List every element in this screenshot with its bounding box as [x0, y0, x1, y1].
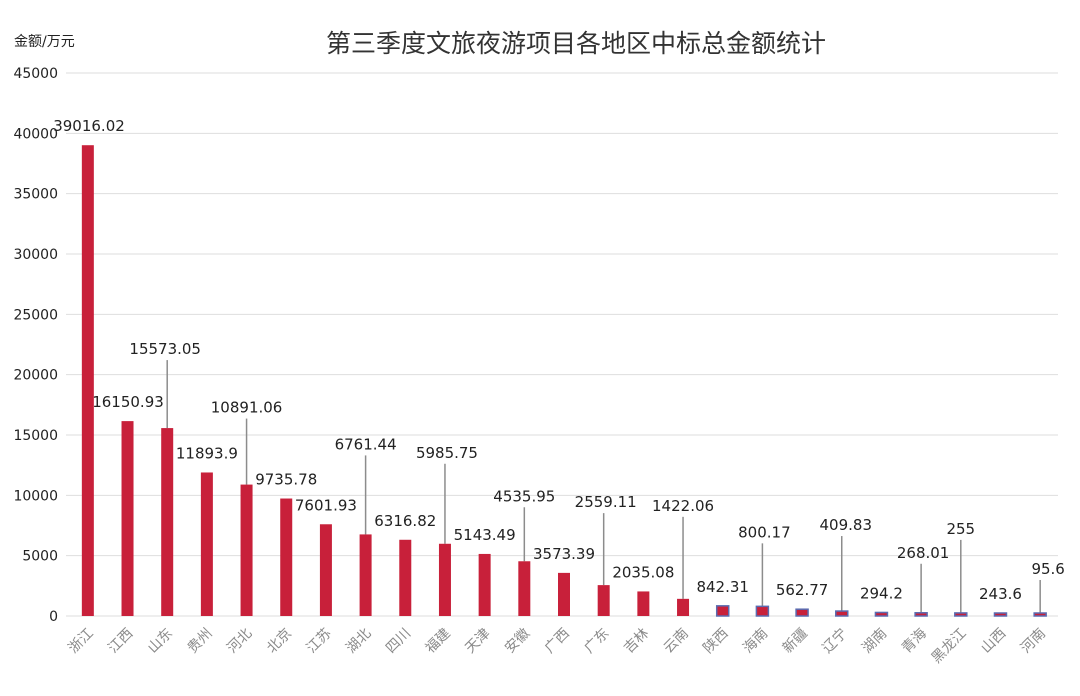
bar-云南	[677, 598, 690, 616]
data-label: 268.01	[897, 544, 950, 562]
x-tick-label: 广东	[581, 626, 612, 657]
x-tick-label: 湖南	[859, 626, 890, 657]
x-tick-label: 安徽	[502, 626, 533, 657]
x-tick-label: 四川	[383, 626, 414, 657]
data-label: 5143.49	[454, 526, 516, 544]
y-tick-label: 15000	[13, 428, 58, 444]
x-tick-label: 浙江	[66, 626, 97, 657]
bar-湖南	[874, 611, 889, 617]
data-label: 562.77	[776, 581, 829, 599]
y-tick-label: 30000	[13, 247, 58, 263]
y-tick-label: 45000	[13, 66, 58, 82]
bar-山西	[993, 612, 1008, 617]
y-tick-label: 35000	[13, 187, 58, 203]
y-tick-label: 25000	[13, 307, 58, 323]
x-tick-label: 江苏	[304, 626, 335, 657]
x-tick-label: 湖北	[343, 626, 374, 657]
data-label: 15573.05	[129, 340, 201, 358]
label-leader-lines	[166, 360, 1041, 613]
bar-辽宁	[835, 610, 849, 617]
bars	[81, 145, 1047, 617]
x-tick-label: 山东	[145, 626, 176, 657]
bar-安徽	[518, 561, 531, 616]
bar-吉林	[637, 591, 650, 616]
bar-江苏	[319, 524, 332, 616]
x-tick-label: 北京	[264, 626, 295, 657]
y-tick-label: 10000	[13, 488, 58, 504]
data-label: 4535.95	[493, 487, 555, 505]
data-label: 95.6	[1031, 560, 1064, 578]
y-tick-label: 5000	[22, 549, 58, 565]
bar-广西	[558, 572, 570, 616]
bar-海南	[755, 605, 770, 617]
x-tick-label: 江西	[105, 626, 136, 657]
y-axis-ticks: 0 5000 10000 15000 20000 25000 30000 35000 40000…	[13, 66, 58, 625]
y-tick-label: 20000	[13, 368, 58, 384]
data-label: 9735.78	[255, 471, 317, 489]
x-tick-label: 河北	[224, 626, 255, 657]
bar-山东	[161, 428, 174, 616]
y-tick-label: 40000	[13, 126, 58, 142]
x-tick-label: 黑龙江	[929, 626, 970, 667]
x-tick-label: 陕西	[700, 626, 731, 657]
y-tick-label: 0	[49, 609, 58, 625]
data-label: 409.83	[820, 516, 873, 534]
x-tick-label: 青海	[899, 626, 930, 657]
data-label: 6761.44	[335, 435, 397, 453]
data-label: 294.2	[860, 584, 903, 602]
bar-广东	[597, 585, 610, 616]
data-label: 16150.93	[92, 393, 164, 411]
bar-贵州	[200, 472, 213, 616]
bar-河北	[240, 484, 253, 616]
data-label: 10891.06	[211, 399, 283, 417]
x-tick-label: 新疆	[780, 626, 811, 657]
data-labels: 39016.02 16150.93 15573.05 11893.9 10891.06 9…	[53, 117, 1065, 603]
gridlines	[66, 72, 1058, 617]
bar-北京	[280, 498, 293, 616]
data-label: 3573.39	[533, 545, 595, 563]
data-label: 800.17	[738, 523, 791, 541]
x-tick-label: 贵州	[185, 626, 216, 657]
bar-河南	[1033, 612, 1047, 617]
data-label: 39016.02	[53, 117, 125, 135]
data-label: 11893.9	[176, 444, 238, 462]
data-label: 2559.11	[575, 493, 637, 511]
chart-title: 第三季度文旅夜游项目各地区中标总金额统计	[326, 29, 826, 58]
bar-陕西	[715, 605, 730, 617]
bar-新疆	[795, 608, 809, 617]
data-label: 255	[946, 520, 975, 538]
bar-四川	[399, 539, 412, 616]
data-label: 7601.93	[295, 496, 357, 514]
x-tick-label: 广西	[542, 626, 573, 657]
bar-湖北	[359, 534, 372, 616]
bar-浙江	[81, 145, 94, 616]
bar-江西	[121, 421, 134, 616]
x-axis-ticks: 浙江 江西 山东 贵州 河北 北京 江苏 湖北 四川 福建 天津 安徽 广西 广东 吉林 云南 陕西 海南 新疆 辽宁…	[66, 625, 1049, 667]
x-tick-label: 福建	[423, 626, 454, 657]
y-axis-unit-label: 金额/万元	[14, 34, 75, 50]
x-tick-label: 云南	[661, 626, 692, 657]
x-tick-label: 吉林	[621, 626, 652, 657]
data-label: 2035.08	[612, 563, 674, 581]
bar-青海	[914, 612, 928, 617]
bar-天津	[478, 553, 491, 616]
bar-福建	[438, 543, 451, 616]
data-label: 5985.75	[416, 444, 478, 462]
x-tick-label: 海南	[740, 626, 771, 657]
x-tick-label: 辽宁	[819, 625, 851, 657]
x-tick-label: 天津	[462, 626, 493, 657]
data-label: 1422.06	[652, 497, 714, 515]
data-label: 842.31	[696, 578, 749, 596]
data-label: 6316.82	[374, 512, 436, 530]
bar-黑龙江	[954, 612, 968, 617]
x-tick-label: 山西	[978, 626, 1009, 657]
data-label: 243.6	[979, 585, 1022, 603]
x-tick-label: 河南	[1018, 626, 1049, 657]
